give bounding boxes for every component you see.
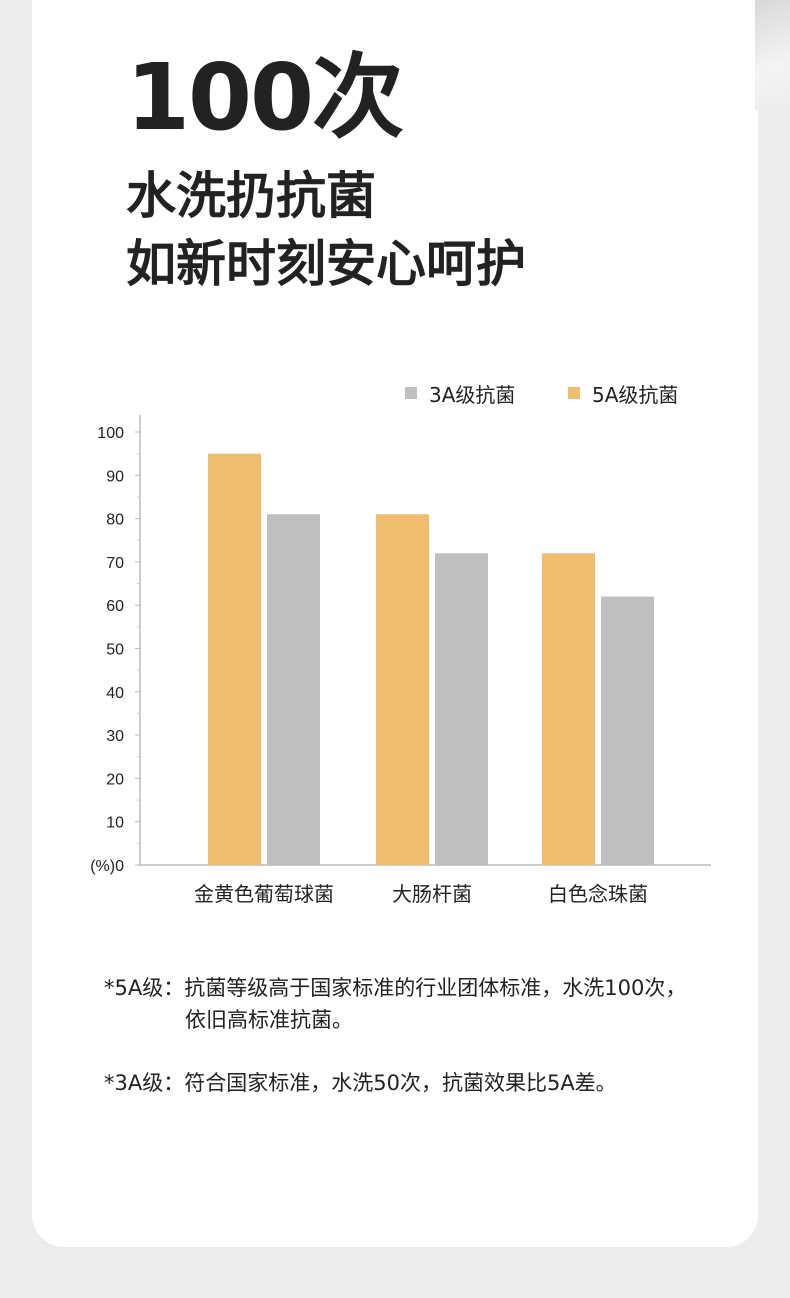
brush-decoration bbox=[755, 0, 790, 110]
headline-line2: 如新时刻安心呵护 bbox=[126, 235, 526, 293]
note-label: *3A级： bbox=[104, 1071, 185, 1095]
headline-line1: 水洗扔抗菌 bbox=[126, 167, 376, 225]
bar-5A级抗菌-白色念珠菌 bbox=[542, 553, 595, 865]
x-tick-label: 金黄色葡萄球菌 bbox=[194, 882, 334, 906]
y-tick-label: 100 bbox=[97, 425, 124, 442]
note-label: *5A级： bbox=[104, 976, 185, 1000]
y-tick-label: 40 bbox=[106, 685, 124, 702]
y-tick-label: 90 bbox=[106, 468, 124, 485]
y-tick-label: 60 bbox=[106, 598, 124, 615]
x-tick-label: 白色念珠菌 bbox=[548, 882, 648, 906]
legend-label: 5A级抗菌 bbox=[592, 383, 678, 407]
legend-swatch bbox=[405, 387, 417, 399]
bar-5A级抗菌-金黄色葡萄球菌 bbox=[208, 453, 261, 865]
y-tick-label: 80 bbox=[106, 512, 124, 529]
headline-big: 100次 bbox=[126, 44, 404, 151]
note-text-cont: 依旧高标准抗菌。 bbox=[185, 1008, 353, 1032]
note-text: 符合国家标准，水洗50次，抗菌效果比5A差。 bbox=[184, 1071, 617, 1095]
x-tick-label: 大肠杆菌 bbox=[392, 882, 472, 906]
y-tick-label: (%)0 bbox=[90, 858, 124, 875]
bar-3A级抗菌-白色念珠菌 bbox=[601, 596, 654, 865]
y-tick-label: 20 bbox=[106, 771, 124, 788]
bar-5A级抗菌-大肠杆菌 bbox=[376, 514, 429, 865]
note-text: 抗菌等级高于国家标准的行业团体标准，水洗100次， bbox=[184, 976, 687, 1000]
legend-label: 3A级抗菌 bbox=[429, 383, 515, 407]
note-3a: *3A级：符合国家标准，水洗50次，抗菌效果比5A差。 bbox=[104, 1067, 617, 1099]
bar-3A级抗菌-大肠杆菌 bbox=[435, 553, 488, 865]
bar-3A级抗菌-金黄色葡萄球菌 bbox=[267, 514, 320, 865]
note-5a: *5A级：抗菌等级高于国家标准的行业团体标准，水洗100次， 依旧高标准抗菌。 bbox=[104, 972, 686, 1036]
y-tick-label: 30 bbox=[106, 728, 124, 745]
y-tick-label: 10 bbox=[106, 815, 124, 832]
y-tick-label: 70 bbox=[106, 555, 124, 572]
y-tick-label: 50 bbox=[106, 642, 124, 659]
legend-swatch bbox=[568, 387, 580, 399]
